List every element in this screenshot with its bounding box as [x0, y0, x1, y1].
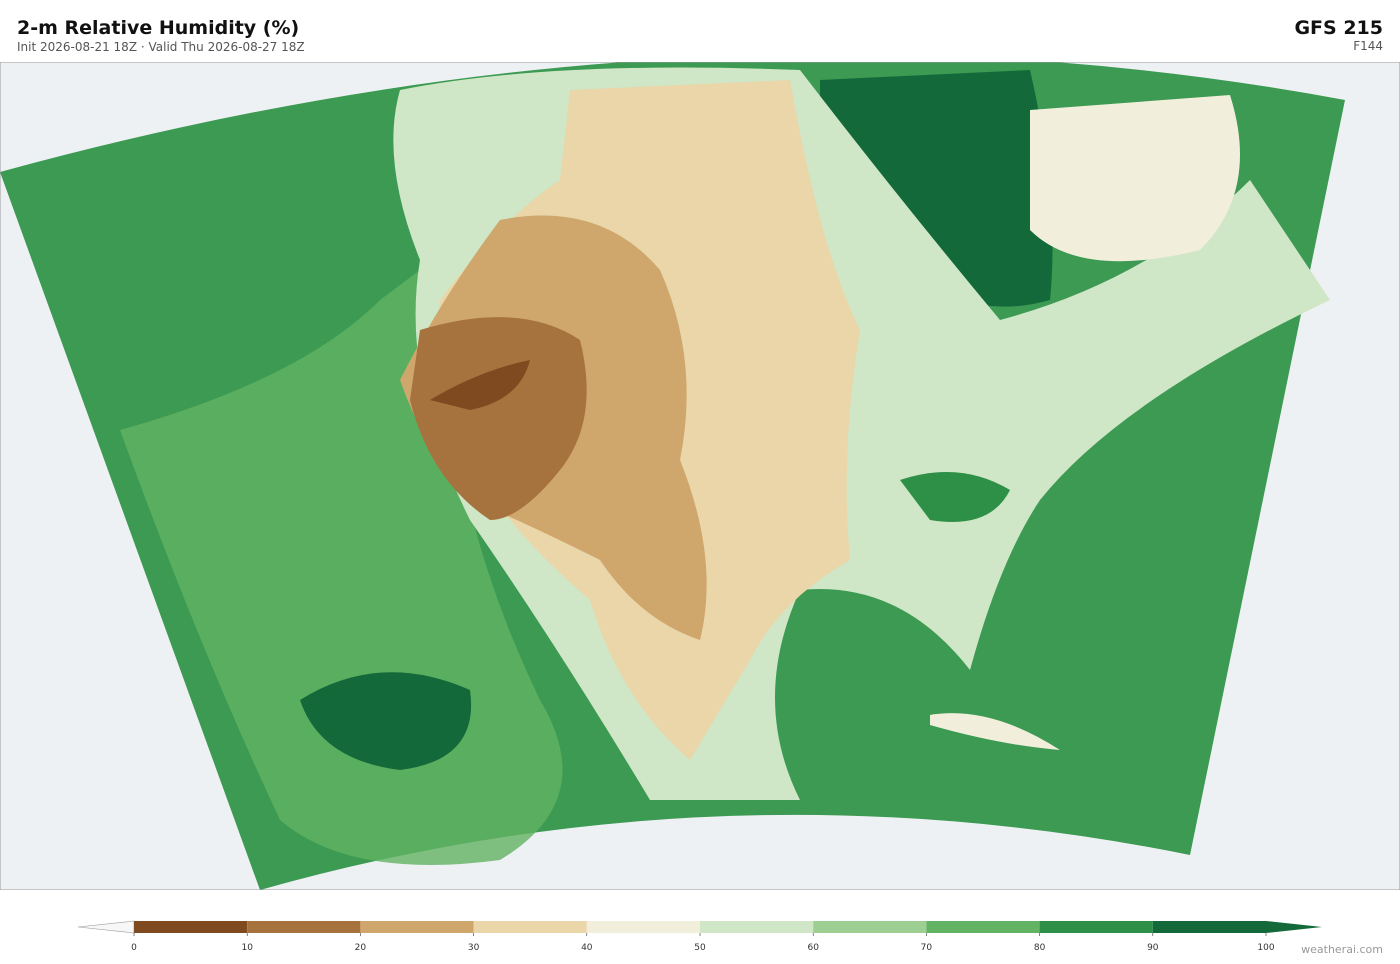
colorbar-tick-label: 70	[921, 943, 933, 953]
colorbar-segment	[926, 921, 1040, 933]
colorbar-segment	[473, 921, 587, 933]
colorbar-tick-label: 50	[694, 943, 706, 953]
colorbar-segment	[247, 921, 361, 933]
colorbar-segment	[134, 921, 248, 933]
colorbar-tick-label: 100	[1257, 943, 1274, 953]
colorbar-tick-label: 40	[581, 943, 593, 953]
colorbar-tick-label: 0	[131, 943, 137, 953]
colorbar-segment	[586, 921, 700, 933]
colorbar-under	[77, 920, 135, 934]
map	[0, 62, 1400, 890]
colorbar-segment	[700, 921, 814, 933]
colorbar-segment	[1152, 921, 1266, 933]
colorbar-tick-label: 30	[468, 943, 480, 953]
map-subtitle: Init 2026-08-21 18Z · Valid Thu 2026-08-…	[17, 40, 305, 54]
colorbar-over	[1266, 921, 1322, 933]
colorbar-segment	[360, 921, 474, 933]
colorbar-tick-label: 10	[241, 943, 253, 953]
forecast-hour: F144	[1353, 39, 1383, 53]
colorbar-segment	[813, 921, 927, 933]
colorbar-tick-label: 60	[807, 943, 819, 953]
credit: weatherai.com	[1301, 943, 1383, 956]
colorbar-segment	[1039, 921, 1153, 933]
model-label: GFS 215	[1294, 17, 1383, 39]
map-title: 2-m Relative Humidity (%)	[17, 17, 299, 39]
colorbar-tick-label: 20	[355, 943, 367, 953]
colorbar-tick-label: 90	[1147, 943, 1159, 953]
colorbar-tick-label: 80	[1034, 943, 1046, 953]
colorbar: 0 10 20 30 40 50 60 70 80 90 100	[77, 920, 1322, 953]
